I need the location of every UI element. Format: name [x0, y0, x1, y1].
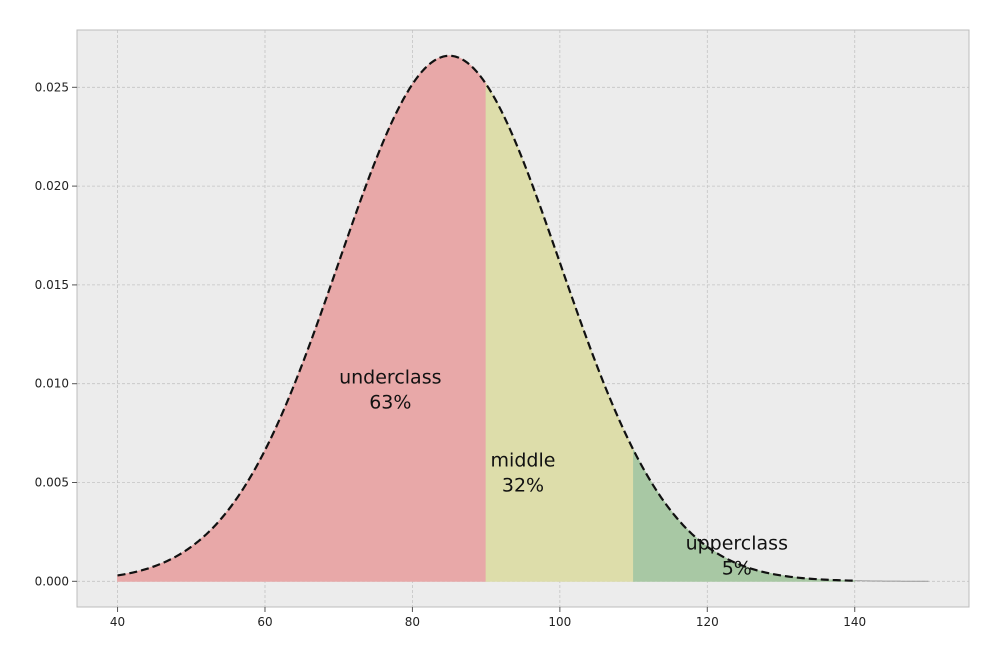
- y-tick-label: 0.000: [35, 574, 69, 588]
- y-tick-label: 0.005: [35, 476, 69, 490]
- y-tick-label: 0.025: [35, 80, 69, 94]
- region-label-upperclass: upperclass: [686, 533, 788, 555]
- y-tick-label: 0.015: [35, 278, 69, 292]
- region-percent-underclass: 63%: [369, 392, 411, 414]
- x-tick-label: 80: [405, 615, 420, 629]
- x-tick-label: 140: [843, 615, 866, 629]
- region-label-underclass: underclass: [339, 367, 441, 389]
- y-tick-label: 0.020: [35, 179, 69, 193]
- region-percent-middle: 32%: [502, 475, 544, 497]
- y-tick-label: 0.010: [35, 377, 69, 391]
- region-label-middle: middle: [491, 450, 556, 472]
- x-tick-label: 40: [110, 615, 125, 629]
- x-tick-label: 60: [257, 615, 272, 629]
- x-tick-label: 120: [696, 615, 719, 629]
- region-percent-upperclass: 5%: [722, 558, 752, 580]
- tail-curve-line: [855, 581, 929, 582]
- x-tick-label: 100: [548, 615, 571, 629]
